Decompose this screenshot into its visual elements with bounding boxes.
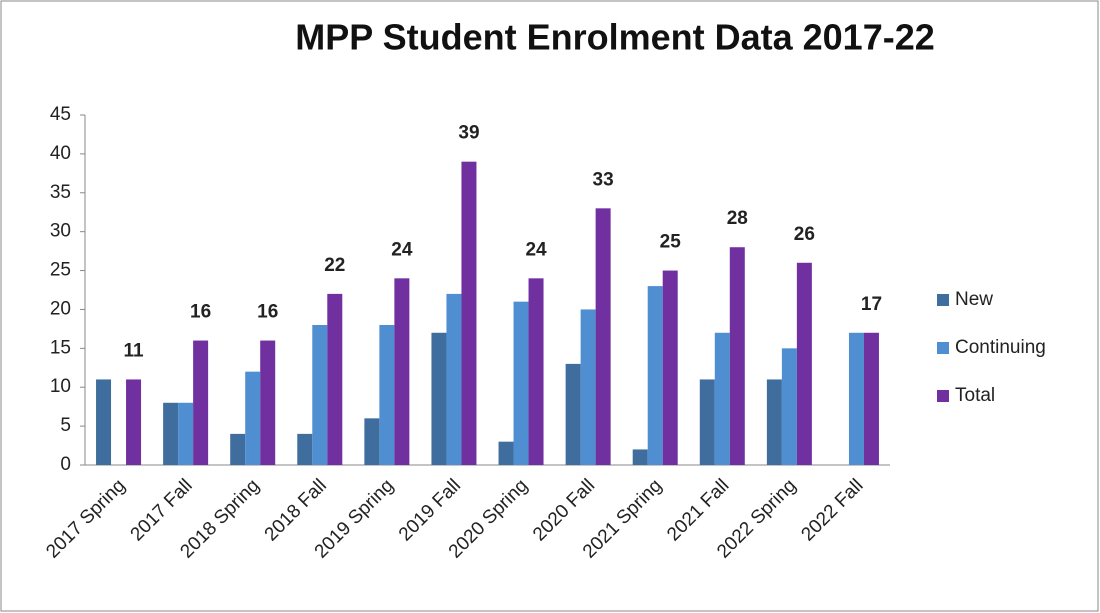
bar <box>766 379 782 465</box>
y-tick-label: 10 <box>50 376 71 397</box>
bar <box>565 363 581 465</box>
bar <box>662 270 678 465</box>
legend-swatch <box>937 342 949 354</box>
data-label: 25 <box>660 232 682 253</box>
y-tick-label: 35 <box>50 182 71 203</box>
y-tick-label: 0 <box>60 454 71 475</box>
chart-title: MPP Student Enrolment Data 2017-22 <box>295 17 935 58</box>
bar <box>312 325 328 465</box>
bar <box>513 301 529 465</box>
bar <box>498 441 514 465</box>
data-label: 11 <box>123 340 144 361</box>
bar <box>461 161 477 465</box>
data-label: 16 <box>190 302 211 323</box>
y-tick-label: 20 <box>50 298 71 319</box>
bar <box>394 278 410 465</box>
bar <box>595 208 611 466</box>
bar <box>580 309 596 465</box>
bar <box>364 418 380 465</box>
bar <box>163 402 179 465</box>
data-label: 26 <box>794 224 815 245</box>
bar <box>781 348 797 465</box>
data-label: 22 <box>324 255 345 276</box>
bar <box>297 433 313 465</box>
bar <box>863 332 879 465</box>
bar <box>647 286 663 465</box>
bar <box>193 340 209 465</box>
data-label: 24 <box>391 239 413 260</box>
bar <box>126 379 142 465</box>
data-label: 16 <box>257 302 278 323</box>
legend-label: New <box>955 289 993 310</box>
bar <box>699 379 715 465</box>
bar <box>528 278 544 465</box>
y-tick-label: 25 <box>50 260 71 281</box>
bar <box>230 433 246 465</box>
y-tick-label: 40 <box>50 143 71 164</box>
bar <box>96 379 112 465</box>
bar <box>632 449 648 465</box>
bar <box>260 340 276 465</box>
bar <box>245 371 261 465</box>
legend-swatch <box>937 390 949 402</box>
bar <box>714 332 730 465</box>
data-label: 33 <box>593 169 614 190</box>
legend-swatch <box>937 294 949 306</box>
data-label: 17 <box>861 294 882 315</box>
bar <box>729 247 745 465</box>
bar <box>848 332 864 465</box>
bar <box>379 325 395 465</box>
bar <box>446 293 462 465</box>
legend-label: Continuing <box>955 337 1046 358</box>
bar <box>431 332 447 465</box>
y-tick-label: 5 <box>60 415 71 436</box>
y-tick-label: 15 <box>50 337 71 358</box>
bar <box>178 402 194 465</box>
data-label: 24 <box>525 239 547 260</box>
y-tick-label: 30 <box>50 221 71 242</box>
bar <box>327 293 343 465</box>
data-label: 28 <box>727 208 748 229</box>
bar <box>796 262 812 465</box>
y-tick-label: 45 <box>50 104 71 125</box>
data-label: 39 <box>458 123 479 144</box>
legend-label: Total <box>955 385 995 406</box>
